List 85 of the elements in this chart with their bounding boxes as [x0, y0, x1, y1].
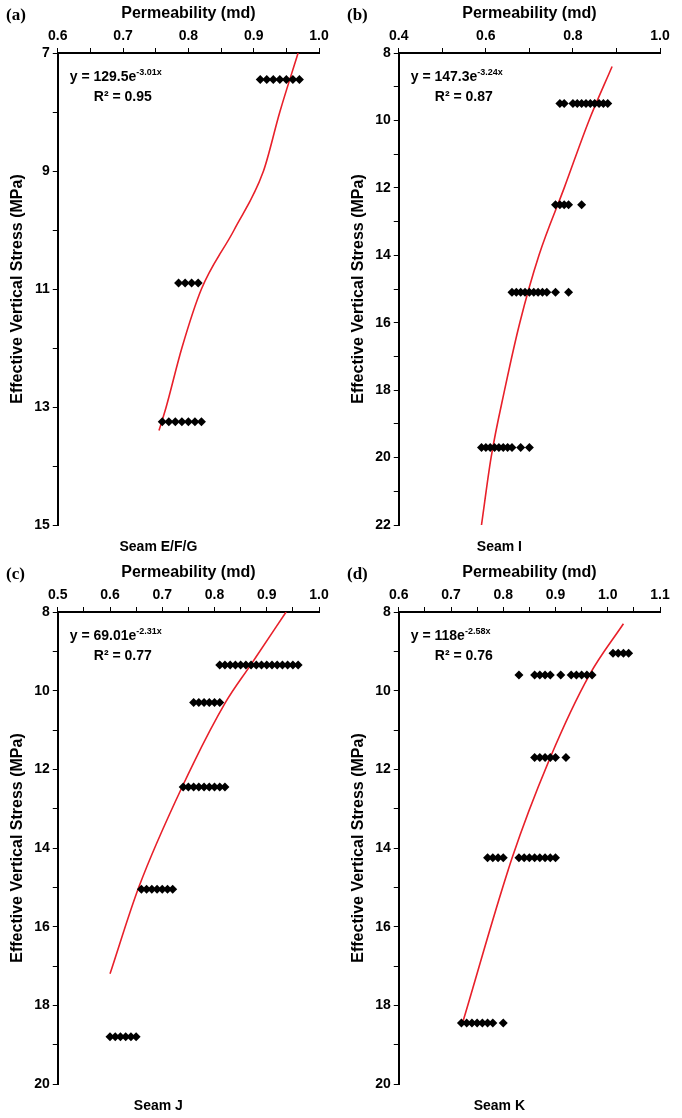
text: Seam J [133, 1097, 183, 1113]
point [564, 287, 574, 297]
y-tick-label: 18 [34, 996, 50, 1013]
point [551, 753, 561, 763]
x-tick-label: 0.6 [48, 27, 68, 44]
y-tick-label: 12 [34, 760, 50, 777]
chart-title: (b) [347, 5, 368, 24]
chart-title: (d) [347, 564, 368, 583]
y-tick-label: 20 [375, 1074, 391, 1091]
x-tick-label: 0.8 [204, 586, 225, 603]
y-axis-title: Effective Vertical Stress (MPa) [349, 174, 367, 404]
point [551, 287, 561, 297]
annotation: R² = 0.87 [434, 88, 493, 104]
point [516, 442, 526, 452]
point [577, 200, 587, 210]
y-tick-label: 18 [375, 381, 391, 397]
point [551, 853, 561, 863]
y-tick-label: 18 [375, 996, 391, 1013]
y-tick-label: 12 [375, 760, 391, 777]
y-tick-label: 10 [375, 681, 391, 698]
point [288, 75, 298, 85]
x-tick-label: 1.0 [650, 27, 670, 44]
point [177, 417, 187, 427]
y-tick-label: 20 [34, 1074, 50, 1091]
y-tick-label: 13 [34, 397, 50, 414]
y-tick-label: 16 [34, 917, 50, 934]
y-tick-label: 22 [375, 515, 391, 532]
y-tick-label: 14 [375, 246, 391, 263]
x-tick-label: 0.5 [48, 586, 68, 603]
x-tick-label: 0.7 [441, 586, 461, 603]
point [190, 417, 200, 427]
x-axis-title: Permeability (md) [462, 4, 597, 22]
x-tick-label: 0.8 [493, 586, 514, 603]
x-tick-label: 0.6 [389, 586, 409, 603]
annotation: R² = 0.76 [434, 647, 493, 663]
y-tick-label: 16 [375, 313, 391, 330]
annotation: R² = 0.77 [93, 647, 152, 663]
chart-title: (a) [6, 5, 26, 24]
x-tick-label: 0.4 [389, 27, 409, 44]
y-tick-label: 20 [375, 448, 391, 465]
x-tick-label: 0.9 [545, 586, 566, 603]
point [180, 278, 190, 288]
point [498, 1018, 508, 1028]
annotation: R² = 0.95 [93, 88, 152, 104]
y-tick-label: 8 [41, 602, 50, 619]
y-tick-label: 10 [34, 681, 50, 698]
x-tick-label: 0.6 [100, 586, 120, 603]
point [157, 417, 167, 427]
y-axis-title: Effective Vertical Stress (MPa) [8, 174, 26, 404]
text: Seam K [473, 1097, 526, 1113]
x-tick-label: 1.0 [309, 27, 329, 44]
x-axis-title: Permeability (md) [462, 563, 597, 581]
point [561, 753, 571, 763]
y-tick-label: 14 [34, 838, 50, 855]
y-tick-label: 7 [41, 43, 50, 60]
x-tick-label: 0.7 [152, 586, 173, 603]
x-tick-label: 0.8 [178, 27, 199, 44]
point [164, 417, 174, 427]
y-tick-label: 10 [375, 111, 391, 128]
point [556, 670, 566, 680]
y-tick-label: 15 [34, 515, 50, 532]
x-tick-label: 0.6 [476, 27, 496, 44]
text: Seam E/F/G [119, 538, 198, 554]
y-tick-label: 11 [34, 279, 50, 296]
x-axis-title: Permeability (md) [121, 4, 256, 22]
y-tick-label: 14 [375, 838, 391, 855]
y-axis-title: Effective Vertical Stress (MPa) [8, 733, 26, 963]
x-tick-label: 1.0 [309, 586, 329, 603]
point [514, 670, 524, 680]
x-tick-label: 1.0 [598, 586, 618, 603]
y-tick-label: 9 [41, 161, 50, 178]
y-tick-label: 8 [382, 43, 391, 60]
x-axis-title: Permeability (md) [121, 563, 256, 581]
y-tick-label: 16 [375, 917, 391, 934]
y-axis-title: Effective Vertical Stress (MPa) [349, 733, 367, 963]
x-tick-label: 0.7 [113, 27, 134, 44]
x-tick-label: 0.9 [257, 586, 277, 603]
point [524, 442, 534, 452]
text: Seam I [476, 538, 522, 554]
x-tick-label: 0.9 [243, 27, 264, 44]
y-tick-label: 12 [375, 178, 391, 195]
x-tick-label: 0.8 [563, 27, 583, 44]
chart-title: (c) [6, 564, 25, 583]
y-tick-label: 8 [382, 602, 391, 619]
x-tick-label: 1.1 [650, 586, 670, 603]
